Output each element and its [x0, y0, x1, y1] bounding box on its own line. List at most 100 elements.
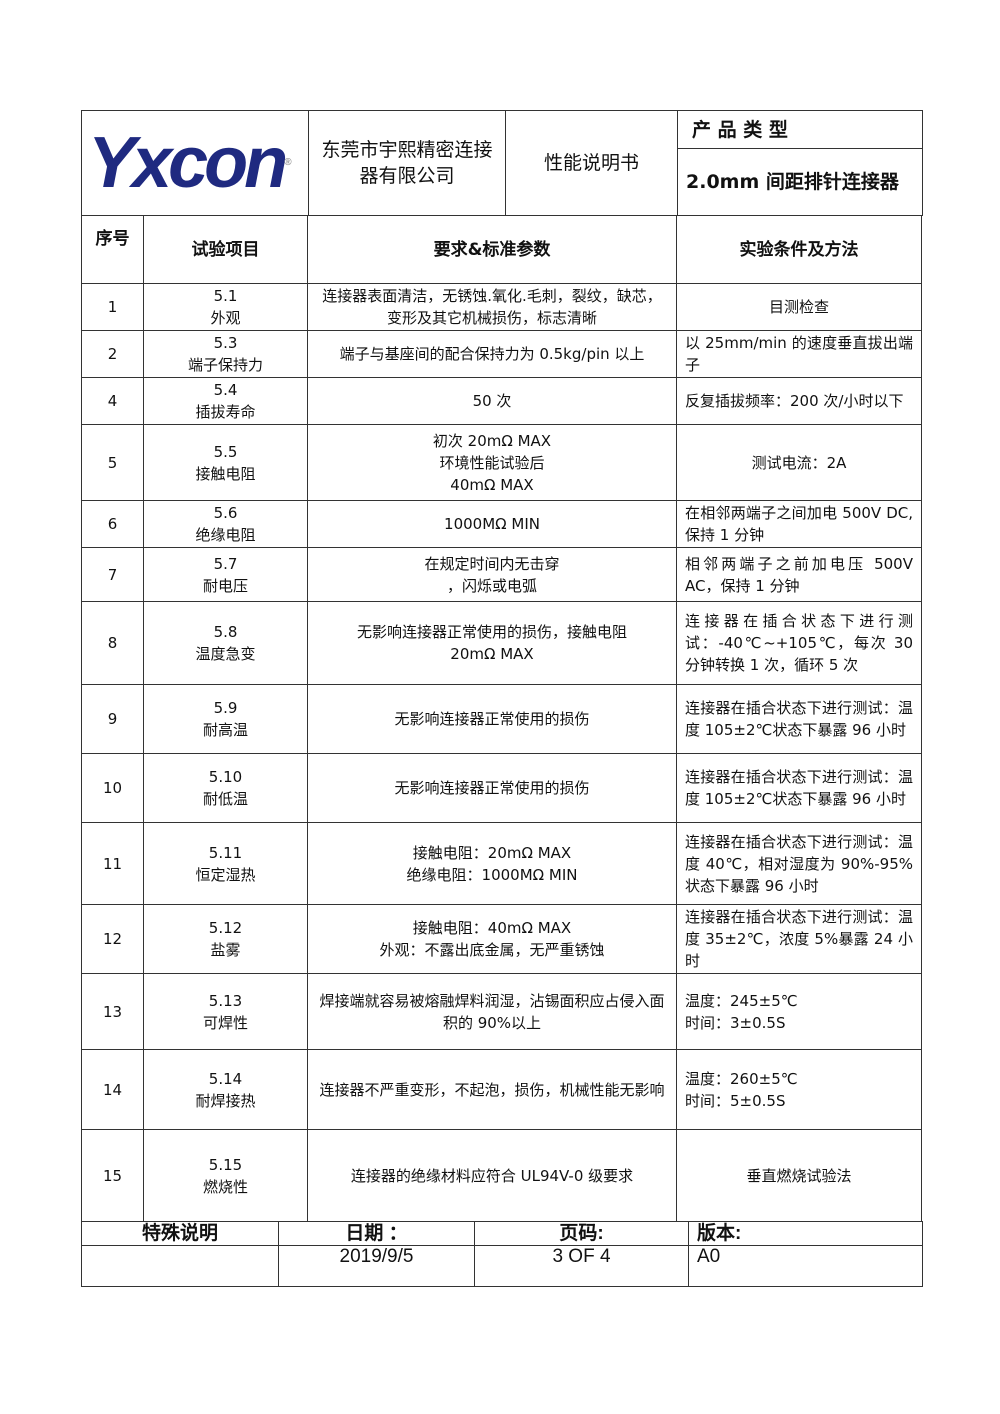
footer-table: 特殊说明 日期 ： 页码: 版本: 2019/9/5 3 OF 4 A0	[81, 1221, 923, 1287]
table-row: 14 5.14 耐焊接热 连接器不严重变形，不起泡，损伤，机械性能无影响 温度：2…	[81, 1049, 922, 1130]
test-method: 温度：260±5℃ 时间：5±0.5S	[676, 1049, 922, 1130]
test-code: 5.10	[208, 768, 243, 786]
test-item: 5.12 盐雾	[143, 904, 308, 974]
row-number: 11	[81, 822, 144, 905]
test-method: 连接器在插合状态下进行测试：温度 40℃，相对湿度为 90%-95%状态下暴露 …	[676, 822, 922, 905]
requirement: 连接器的绝缘材料应符合 UL94V-0 级要求	[307, 1129, 677, 1222]
test-item: 5.10 耐低温	[143, 753, 308, 823]
test-method: 在相邻两端子之间加电 500V DC,保持 1 分钟	[676, 500, 922, 548]
column-header: 试验项目	[143, 215, 308, 284]
test-code: 5.12	[208, 919, 243, 937]
date-label: 日期 ：	[278, 1221, 475, 1246]
table-row: 5 5.5 接触电阻 初次 20mΩ MAX 环境性能试验后 40mΩ MAX 测…	[81, 424, 922, 501]
test-item: 5.3 端子保持力	[143, 330, 308, 378]
test-method: 相邻两端子之前加电压 500V AC，保持 1 分钟	[676, 547, 922, 602]
company-logo: Yxcon®	[81, 110, 309, 216]
column-header: 要求&标准参数	[307, 215, 677, 284]
table-row: 4 5.4 插拔寿命 50 次 反复插拔频率：200 次/小时以下	[81, 377, 922, 425]
document-title: 性能说明书	[505, 110, 678, 216]
row-number: 13	[81, 973, 144, 1050]
table-row: 10 5.10 耐低温 无影响连接器正常使用的损伤 连接器在插合状态下进行测试：温…	[81, 753, 922, 823]
row-number: 10	[81, 753, 144, 823]
test-method: 垂直燃烧试验法	[676, 1129, 922, 1222]
requirement: 连接器表面清洁，无锈蚀.氧化.毛刺，裂纹，缺芯，变形及其它机械损伤，标志清晰	[307, 283, 677, 331]
table-row: 9 5.9 耐高温 无影响连接器正常使用的损伤 连接器在插合状态下进行测试：温度 …	[81, 684, 922, 754]
test-name: 耐电压	[202, 576, 248, 595]
requirement: 在规定时间内无击穿 ，闪烁或电弧	[307, 547, 677, 602]
row-number: 15	[81, 1129, 144, 1222]
test-code: 5.8	[213, 623, 238, 641]
test-code: 5.4	[213, 381, 238, 399]
requirement: 初次 20mΩ MAX 环境性能试验后 40mΩ MAX	[307, 424, 677, 501]
table-row: 13 5.13 可焊性 焊接端就容易被熔融焊料润湿，沾锡面积应占侵入面积的 90%…	[81, 973, 922, 1050]
row-number: 2	[81, 330, 144, 378]
test-code: 5.13	[208, 991, 243, 1010]
test-item: 5.7 耐电压	[143, 547, 308, 602]
table-row: 12 5.12 盐雾 接触电阻：40mΩ MAX 外观：不露出底金属，无严重锈蚀 …	[81, 904, 922, 974]
row-number: 8	[81, 601, 144, 685]
test-code: 5.9	[213, 699, 238, 717]
test-name: 耐焊接热	[195, 1091, 256, 1110]
test-item: 5.6 绝缘电阻	[143, 500, 308, 548]
test-name: 可焊性	[202, 1013, 248, 1032]
product-type-label: 产 品 类 型	[677, 110, 923, 149]
row-number: 5	[81, 424, 144, 501]
requirement: 无影响连接器正常使用的损伤，接触电阻 20mΩ MAX	[307, 601, 677, 685]
test-name: 耐高温	[202, 721, 248, 739]
test-name: 端子保持力	[187, 356, 263, 374]
requirement: 1000MΩ MIN	[307, 500, 677, 548]
test-item: 5.13 可焊性	[143, 973, 308, 1050]
table-row: 8 5.8 温度急变 无影响连接器正常使用的损伤，接触电阻 20mΩ MAX 连接…	[81, 601, 922, 685]
test-method: 反复插拔频率：200 次/小时以下	[676, 377, 922, 425]
column-header: 序号	[81, 215, 144, 284]
requirement: 无影响连接器正常使用的损伤	[307, 753, 677, 823]
test-method: 测试电流：2A	[676, 424, 922, 501]
test-item: 5.8 温度急变	[143, 601, 308, 685]
table-row: 11 5.11 恒定湿热 接触电阻：20mΩ MAX 绝缘电阻：1000MΩ MI…	[81, 822, 922, 905]
test-method: 连接器在插合状态下进行测试：温度 105±2℃状态下暴露 96 小时	[676, 684, 922, 754]
requirement: 接触电阻：20mΩ MAX 绝缘电阻：1000MΩ MIN	[307, 822, 677, 905]
row-number: 7	[81, 547, 144, 602]
test-code: 5.11	[208, 843, 243, 862]
test-method: 温度：245±5℃ 时间：3±0.5S	[676, 973, 922, 1050]
column-header: 实验条件及方法	[676, 215, 922, 284]
test-name: 接触电阻	[195, 464, 256, 483]
row-number: 6	[81, 500, 144, 548]
row-number: 14	[81, 1049, 144, 1130]
requirement: 端子与基座间的配合保持力为 0.5kg/pin 以上	[307, 330, 677, 378]
test-code: 5.7	[213, 554, 238, 573]
version-value: A0	[688, 1245, 923, 1287]
test-item: 5.14 耐焊接热	[143, 1049, 308, 1130]
product-type: 2.0mm 间距排针连接器	[677, 148, 923, 216]
test-code: 5.6	[213, 504, 238, 522]
table-row: 15 5.15 燃烧性 连接器的绝缘材料应符合 UL94V-0 级要求 垂直燃烧试…	[81, 1129, 922, 1222]
test-name: 插拔寿命	[195, 403, 256, 421]
row-number: 9	[81, 684, 144, 754]
version-label: 版本:	[688, 1221, 923, 1246]
requirement: 无影响连接器正常使用的损伤	[307, 684, 677, 754]
test-item: 5.11 恒定湿热	[143, 822, 308, 905]
requirement: 接触电阻：40mΩ MAX 外观：不露出底金属，无严重锈蚀	[307, 904, 677, 974]
row-number: 12	[81, 904, 144, 974]
test-name: 燃烧性	[202, 1177, 248, 1196]
test-method: 连接器在插合状态下进行测试：-40℃~+105℃，每次 30 分钟转换 1 次，…	[676, 601, 922, 685]
test-code: 5.1	[213, 287, 238, 305]
test-method: 连接器在插合状态下进行测试：温度 35±2℃，浓度 5%暴露 24 小时	[676, 904, 922, 974]
test-method: 以 25mm/min 的速度垂直拔出端子	[676, 330, 922, 378]
table-row: 7 5.7 耐电压 在规定时间内无击穿 ，闪烁或电弧 相邻两端子之前加电压 500…	[81, 547, 922, 602]
test-code: 5.3	[213, 334, 238, 352]
test-name: 耐低温	[202, 790, 248, 808]
date-value: 2019/9/5	[278, 1245, 475, 1287]
page-number: 3 OF 4	[474, 1245, 689, 1287]
test-name: 温度急变	[195, 645, 256, 663]
special-note-label: 特殊说明	[81, 1221, 279, 1246]
requirement: 50 次	[307, 377, 677, 425]
row-number: 4	[81, 377, 144, 425]
special-note-value	[81, 1245, 279, 1287]
table-row: 1 5.1 外观 连接器表面清洁，无锈蚀.氧化.毛刺，裂纹，缺芯，变形及其它机械损…	[81, 283, 922, 331]
requirement: 连接器不严重变形，不起泡，损伤，机械性能无影响	[307, 1049, 677, 1130]
test-name: 恒定湿热	[195, 865, 256, 884]
test-method: 连接器在插合状态下进行测试：温度 105±2℃状态下暴露 96 小时	[676, 753, 922, 823]
test-table: 序号 试验项目 要求&标准参数 实验条件及方法 1 5.1 外观 连接器表面清洁，无锈蚀…	[81, 215, 922, 1222]
